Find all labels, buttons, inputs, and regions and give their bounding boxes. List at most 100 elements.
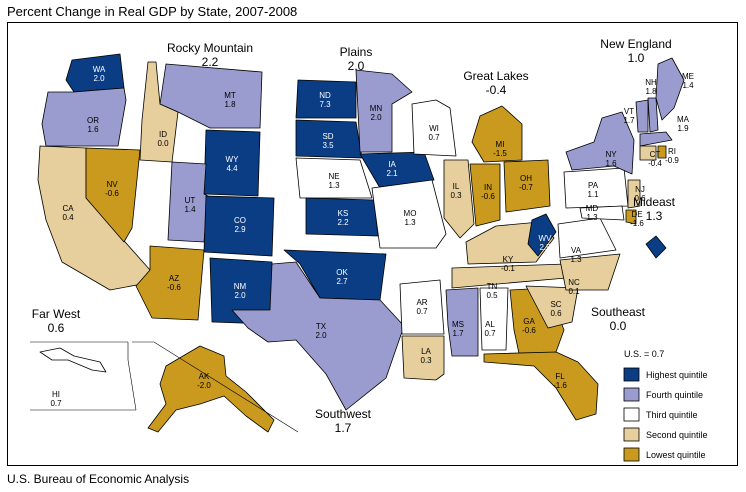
state-label-nj: NJ 0.6 xyxy=(634,185,646,203)
state-fl xyxy=(483,351,599,421)
state-la xyxy=(401,335,445,381)
state-label-oh: OH -0.7 xyxy=(519,174,533,192)
state-label-pa: PA 1.1 xyxy=(587,181,599,199)
state-label-la: LA 0.3 xyxy=(420,347,432,365)
state-label-ri: RI -0.9 xyxy=(665,147,679,165)
state-ar xyxy=(399,279,445,335)
legend-swatch-second xyxy=(623,427,640,442)
state-co xyxy=(203,195,275,257)
legend-label-second: Second quintile xyxy=(646,430,708,440)
state-ne xyxy=(295,157,373,199)
legend-label-third: Third quintile xyxy=(646,410,698,420)
state-nc xyxy=(559,253,621,291)
state-label-il: IL 0.3 xyxy=(450,182,462,200)
legend-swatch-fourth xyxy=(623,387,640,402)
state-label-az: AZ -0.6 xyxy=(167,274,181,292)
legend-swatch-lowest xyxy=(623,447,640,462)
state-or xyxy=(41,87,127,147)
map-frame xyxy=(7,22,738,466)
state-mi xyxy=(471,105,523,163)
state-label-ky: KY -0.1 xyxy=(501,255,515,273)
state-label-wv: WV 2.5 xyxy=(539,234,553,252)
state-ri xyxy=(657,145,667,159)
state-label-wi: WI 0.7 xyxy=(428,124,440,142)
state-va xyxy=(557,217,617,259)
region-labels: Rocky Mountain 2.2 Plains 2.0 Great Lakes -0.… xyxy=(32,37,676,435)
state-nv xyxy=(85,147,141,243)
state-label-wy: WY 4.4 xyxy=(226,155,240,173)
state-label-ok: OK 2.7 xyxy=(336,268,348,286)
state-label-sc: SC 0.6 xyxy=(550,300,562,318)
state-label-mn: MN 2.0 xyxy=(370,104,383,122)
state-label-sd: SD 3.5 xyxy=(322,132,334,150)
state-hi xyxy=(39,347,107,373)
state-label-ct: CT -0.4 xyxy=(648,150,662,168)
state-label-nh: NH 1.8 xyxy=(645,78,657,96)
state-ny xyxy=(565,111,635,175)
state-label-ne: NE 1.3 xyxy=(328,172,340,190)
state-wi xyxy=(411,99,457,157)
state-nh xyxy=(647,97,659,133)
state-label-ar: AR 0.7 xyxy=(416,298,428,316)
state-label-nm: NM 2.0 xyxy=(234,282,247,300)
state-label-ms: MS 1.7 xyxy=(452,320,464,338)
state-label-wa: WA 2.0 xyxy=(93,65,106,83)
state-vt xyxy=(635,99,649,133)
legend-label-lowest: Lowest quintile xyxy=(646,450,706,460)
state-label-tx: TX 2.0 xyxy=(315,322,327,340)
state-label-tn: TN 0.5 xyxy=(486,282,498,300)
state-ak xyxy=(147,345,275,433)
source-note: U.S. Bureau of Economic Analysis xyxy=(7,472,190,486)
state-label-co: CO 2.9 xyxy=(234,216,246,234)
state-label-de: DE -1.6 xyxy=(630,210,644,228)
state-id xyxy=(139,61,179,163)
state-ia xyxy=(359,151,435,189)
state-label-nd: ND 7.3 xyxy=(319,91,331,109)
state-label-ak: AK -2.0 xyxy=(197,372,211,390)
region-plains: Plains 2.0 xyxy=(340,45,373,73)
state-dc xyxy=(645,235,667,259)
legend-label-highest: Highest quintile xyxy=(646,370,708,380)
state-labels: WA 2.0 OR 1.6 CA 0.4 NV -0.6 ID 0.0 MT 1.8 WY 4.4 UT 1.… xyxy=(50,65,694,408)
state-mn xyxy=(355,69,413,153)
state-de xyxy=(625,209,637,225)
state-label-id: ID 0.0 xyxy=(157,130,169,148)
state-label-mo: MO 1.3 xyxy=(404,209,417,227)
state-mt xyxy=(159,63,263,129)
state-label-va: VA 1.3 xyxy=(570,246,582,264)
state-label-in: IN -0.6 xyxy=(481,183,495,201)
state-shapes xyxy=(30,53,685,433)
region-great-lakes: Great Lakes -0.4 xyxy=(463,69,528,97)
state-az xyxy=(135,245,205,321)
region-mideast: Mideast 1.3 xyxy=(633,195,676,223)
legend-swatch-third xyxy=(623,407,640,422)
state-mo xyxy=(371,179,447,249)
state-me xyxy=(655,57,685,121)
legend: U.S. = 0.7 Highest quintile Fourth quintil… xyxy=(623,349,708,462)
state-label-nv: NV -0.6 xyxy=(105,180,119,198)
inset-border xyxy=(30,341,137,411)
state-label-md: MD 1.3 xyxy=(586,204,599,222)
state-sc xyxy=(525,285,579,329)
state-label-mi: MI -1.5 xyxy=(493,140,507,158)
state-label-nc: NC 0.1 xyxy=(568,278,580,296)
legend-label-fourth: Fourth quintile xyxy=(646,390,703,400)
state-label-ny: NY 1.6 xyxy=(605,150,617,168)
state-label-ks: KS 2.2 xyxy=(337,209,349,227)
state-label-ma: MA 1.9 xyxy=(677,115,690,133)
region-rocky-mountain: Rocky Mountain 2.2 xyxy=(167,41,253,69)
state-md xyxy=(579,205,625,221)
region-southwest: Southwest 1.7 xyxy=(315,407,372,435)
state-ct xyxy=(639,145,657,161)
state-in xyxy=(469,163,501,227)
legend-us-note: U.S. = 0.7 xyxy=(624,349,664,359)
state-label-ca: CA 0.4 xyxy=(62,204,74,222)
state-label-me: ME 1.4 xyxy=(682,72,694,90)
region-new-england: New England 1.0 xyxy=(600,37,671,65)
state-label-mt: MT 1.8 xyxy=(224,91,236,109)
state-label-ia: IA 2.1 xyxy=(386,160,398,178)
state-label-dc: DC 3.0 xyxy=(670,232,682,250)
state-nd xyxy=(295,79,357,119)
inset-border-alaska xyxy=(132,341,299,433)
